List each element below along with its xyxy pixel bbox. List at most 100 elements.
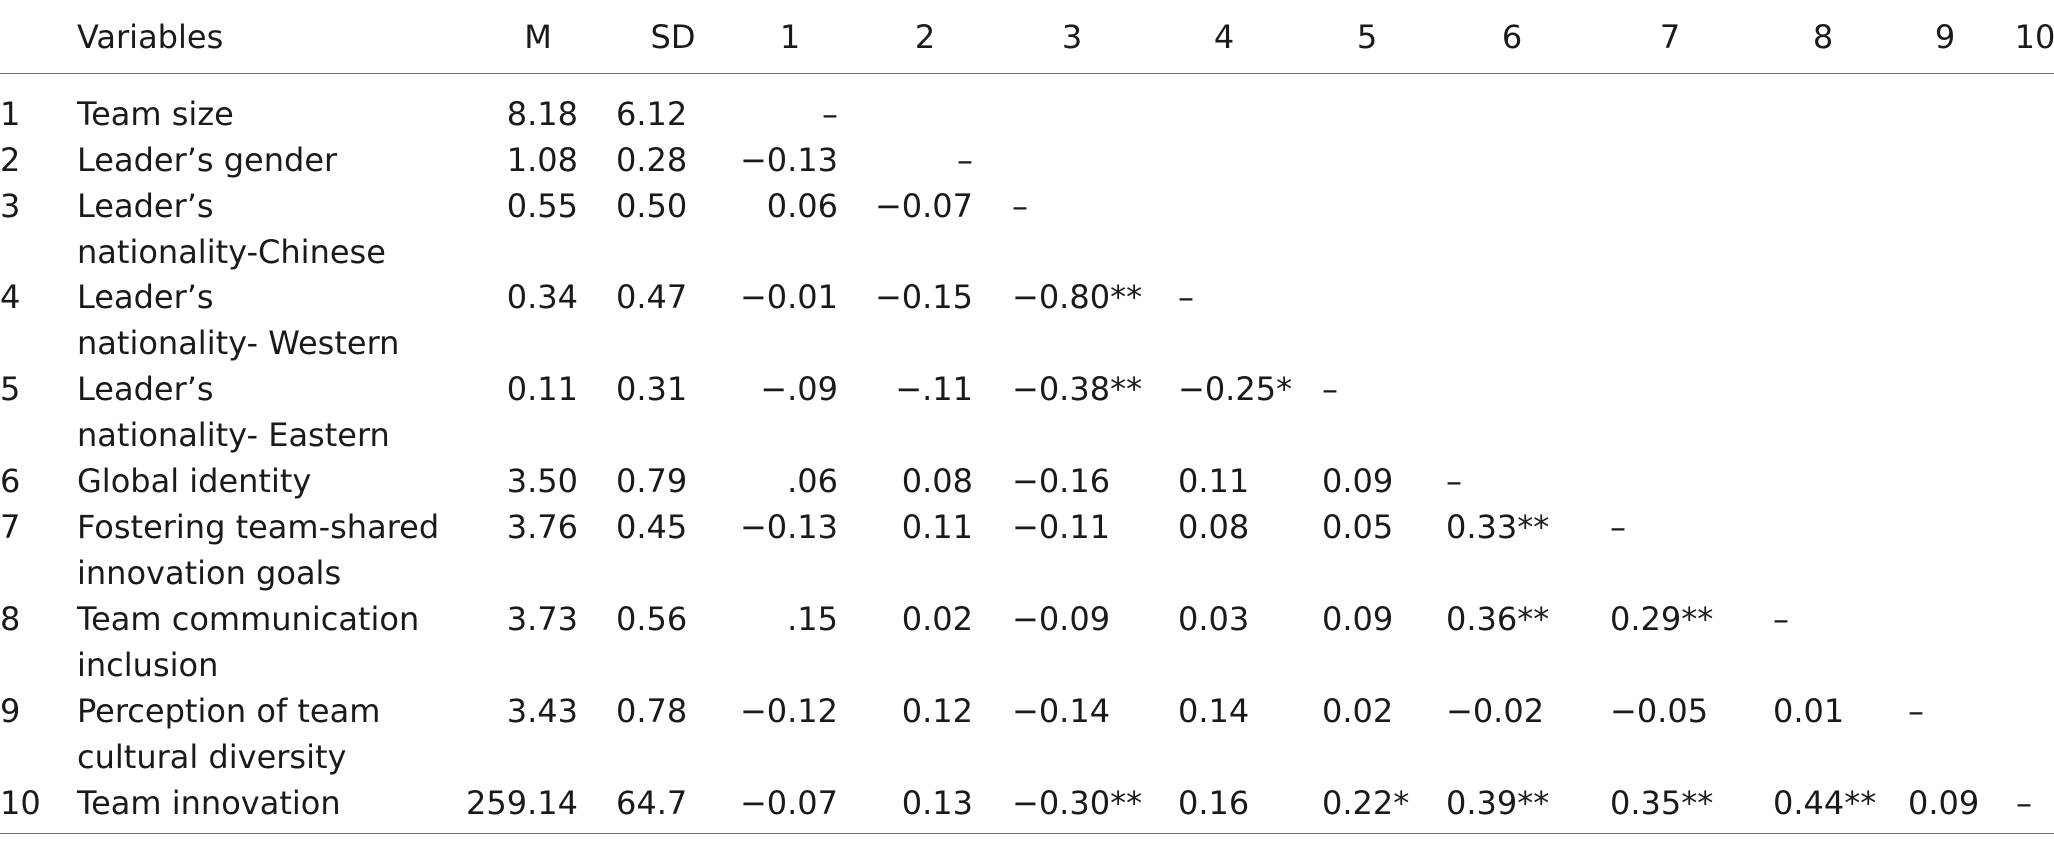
table-top-rule xyxy=(0,73,2054,74)
correlation-cell: −0.13 xyxy=(739,141,838,179)
row-sd: 0.31 xyxy=(616,370,688,408)
row-variable-label: Team innovation xyxy=(77,784,341,822)
row-number: 9 xyxy=(0,692,21,730)
correlation-cell: .06 xyxy=(787,462,838,500)
table-bottom-rule xyxy=(0,833,2054,834)
correlation-cell: – xyxy=(1773,600,1789,638)
row-sd: 0.50 xyxy=(616,187,688,225)
row-number: 5 xyxy=(0,370,21,408)
correlation-cell: 0.09 xyxy=(1322,600,1394,638)
correlation-cell: – xyxy=(1446,462,1462,500)
row-mean: 0.55 xyxy=(506,187,578,225)
row-mean: 3.50 xyxy=(506,462,578,500)
correlation-cell: −0.13 xyxy=(739,508,838,546)
row-number: 7 xyxy=(0,508,21,546)
row-variable-label: Leader’s xyxy=(77,278,214,316)
correlation-cell: – xyxy=(1908,692,1924,730)
row-variable-label: nationality- Eastern xyxy=(77,416,390,454)
row-sd: 0.45 xyxy=(616,508,688,546)
row-variable-label: Fostering team-shared xyxy=(77,508,440,546)
row-variable-label: cultural diversity xyxy=(77,738,347,776)
correlation-cell: 0.05 xyxy=(1322,508,1394,546)
correlation-cell: −.11 xyxy=(895,370,973,408)
row-mean: 0.11 xyxy=(506,370,578,408)
correlation-cell: 0.33** xyxy=(1446,508,1550,546)
header-col-7: 7 xyxy=(1659,18,1681,56)
row-number: 1 xyxy=(0,95,21,133)
row-variable-label: Team communication xyxy=(77,600,420,638)
row-sd: 0.78 xyxy=(616,692,688,730)
correlation-cell: 0.44** xyxy=(1773,784,1877,822)
correlation-cell: 0.29** xyxy=(1610,600,1714,638)
correlation-cell: – xyxy=(1178,278,1194,316)
row-variable-label: nationality- Western xyxy=(77,324,400,362)
correlation-cell: −0.14 xyxy=(1012,692,1111,730)
row-mean: 259.14 xyxy=(466,784,578,822)
correlation-cell: 0.16 xyxy=(1178,784,1250,822)
correlation-cell: 0.02 xyxy=(1322,692,1394,730)
correlation-cell: 0.03 xyxy=(1178,600,1250,638)
correlation-cell: 0.09 xyxy=(1908,784,1980,822)
correlation-cell: −0.38** xyxy=(1012,370,1143,408)
correlation-cell: −0.12 xyxy=(739,692,838,730)
header-col-2: 2 xyxy=(914,18,936,56)
correlation-cell: – xyxy=(2016,784,2032,822)
row-variable-label: Leader’s xyxy=(77,187,214,225)
correlation-cell: −0.25* xyxy=(1178,370,1293,408)
header-sd: SD xyxy=(650,18,696,56)
row-variable-label: Team size xyxy=(77,95,234,133)
row-number: 10 xyxy=(0,784,41,822)
correlation-cell: 0.11 xyxy=(901,508,973,546)
correlation-cell: −0.30** xyxy=(1012,784,1143,822)
row-variable-label: innovation goals xyxy=(77,554,342,592)
correlation-cell: – xyxy=(1012,187,1028,225)
correlation-cell: 0.06 xyxy=(766,187,838,225)
row-mean: 3.43 xyxy=(506,692,578,730)
header-col-3: 3 xyxy=(1061,18,1083,56)
row-variable-label: inclusion xyxy=(77,646,219,684)
row-mean: 8.18 xyxy=(506,95,578,133)
header-col-4: 4 xyxy=(1213,18,1235,56)
correlation-cell: 0.02 xyxy=(901,600,973,638)
correlation-cell: −0.15 xyxy=(874,278,973,316)
row-mean: 3.73 xyxy=(506,600,578,638)
row-number: 4 xyxy=(0,278,21,316)
correlation-cell: 0.36** xyxy=(1446,600,1550,638)
row-mean: 1.08 xyxy=(506,141,578,179)
correlation-cell: 0.09 xyxy=(1322,462,1394,500)
correlation-cell: – xyxy=(822,95,838,133)
header-col-10: 10 xyxy=(2014,18,2054,56)
correlation-cell: −0.01 xyxy=(739,278,838,316)
header-col-8: 8 xyxy=(1812,18,1834,56)
correlation-cell: 0.13 xyxy=(901,784,973,822)
correlation-cell: 0.01 xyxy=(1773,692,1845,730)
row-variable-label: Perception of team xyxy=(77,692,381,730)
correlation-cell: −0.80** xyxy=(1012,278,1143,316)
row-variable-label: Global identity xyxy=(77,462,312,500)
correlation-cell: −0.02 xyxy=(1446,692,1545,730)
row-variable-label: Leader’s gender xyxy=(77,141,338,179)
row-number: 6 xyxy=(0,462,21,500)
correlation-cell: 0.39** xyxy=(1446,784,1550,822)
row-variable-label: Leader’s xyxy=(77,370,214,408)
row-sd: 64.7 xyxy=(616,784,688,822)
header-col-5: 5 xyxy=(1356,18,1378,56)
correlation-cell: −0.07 xyxy=(874,187,973,225)
row-sd: 6.12 xyxy=(616,95,688,133)
correlation-cell: 0.35** xyxy=(1610,784,1714,822)
correlation-cell: −0.16 xyxy=(1012,462,1111,500)
header-m: M xyxy=(524,18,552,56)
correlation-cell: .15 xyxy=(787,600,838,638)
correlation-cell: −.09 xyxy=(760,370,838,408)
header-col-6: 6 xyxy=(1501,18,1523,56)
row-sd: 0.56 xyxy=(616,600,688,638)
correlation-cell: – xyxy=(1322,370,1338,408)
row-number: 2 xyxy=(0,141,21,179)
row-sd: 0.47 xyxy=(616,278,688,316)
correlation-cell: 0.14 xyxy=(1178,692,1250,730)
correlation-cell: −0.05 xyxy=(1610,692,1709,730)
correlation-cell: – xyxy=(957,141,973,179)
correlation-cell: 0.22* xyxy=(1322,784,1410,822)
row-mean: 3.76 xyxy=(506,508,578,546)
correlation-cell: 0.11 xyxy=(1178,462,1250,500)
